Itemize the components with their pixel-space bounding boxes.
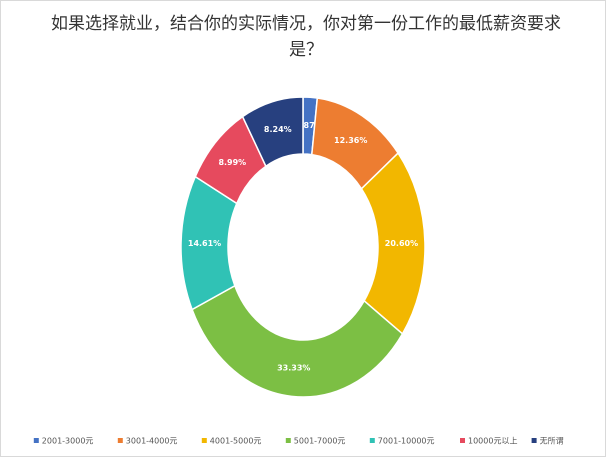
legend-label: 5001-7000元 [294, 437, 346, 446]
data-label: 14.61% [188, 239, 221, 248]
data-label: 20.60% [385, 239, 418, 248]
legend-swatch [285, 438, 291, 443]
donut-slice [241, 96, 304, 168]
legend-swatch [201, 438, 207, 443]
legend-swatch [33, 438, 39, 443]
legend-label: 2001-3000元 [42, 437, 94, 446]
legend-swatch [531, 438, 537, 443]
data-label: 8.24% [264, 125, 292, 134]
donut-slice [360, 151, 426, 336]
legend-label: 4001-5000元 [210, 437, 262, 446]
legend-label: 10000元以上 [468, 437, 517, 446]
legend-label: 无所谓 [540, 436, 564, 446]
donut-slice [191, 284, 404, 398]
legend-swatch [369, 438, 375, 443]
data-label: 33.33% [277, 363, 310, 372]
legend-label: 3001-4000元 [126, 437, 178, 446]
chart-title: 如果选择就业，结合你的实际情况，你对第一份工作的最低薪资要求是？ [51, 14, 561, 60]
data-label: 1.87% [295, 121, 323, 130]
legend-swatch [117, 438, 123, 443]
legend-label: 7001-10000元 [378, 437, 435, 446]
data-label: 8.99% [218, 158, 246, 167]
data-label: 12.36% [334, 136, 367, 145]
legend-swatch [460, 438, 465, 443]
